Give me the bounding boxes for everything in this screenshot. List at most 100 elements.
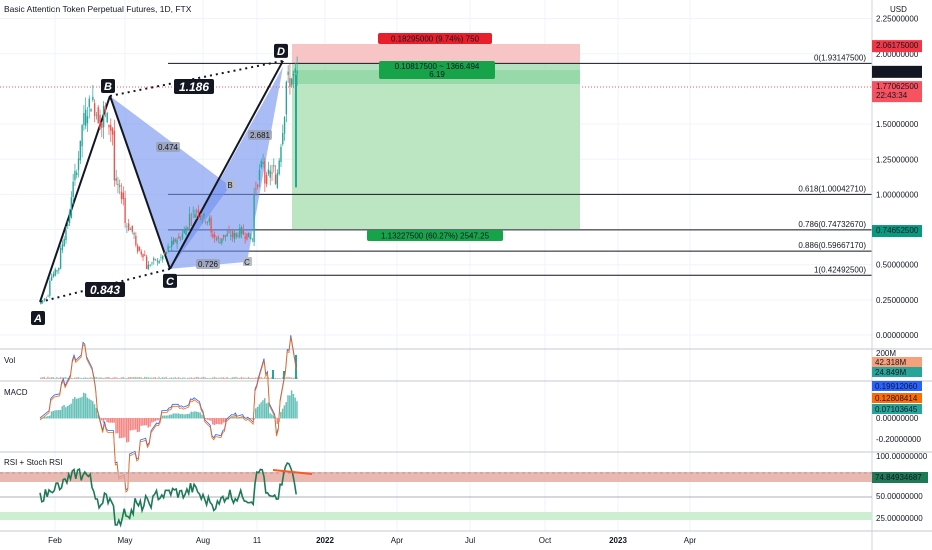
macd-hist-bar <box>136 418 139 433</box>
volume-bar <box>77 377 80 379</box>
volume-bar <box>210 377 212 379</box>
candle-body <box>160 257 162 259</box>
currency-label: USD <box>890 5 907 14</box>
candle-body <box>145 256 148 270</box>
candle-body <box>92 96 94 100</box>
candle-body <box>267 169 270 174</box>
vol-pane-label: Vol <box>4 356 15 365</box>
macd-hist-bar <box>126 418 128 443</box>
macd-hist-bar <box>256 406 259 419</box>
point-box-b <box>101 78 115 93</box>
volume-bar <box>220 377 223 379</box>
volume-bar <box>172 377 175 379</box>
volume-bar <box>281 377 284 379</box>
candle-body <box>104 106 107 113</box>
fib-label: 0.786(0.74732670) <box>798 220 866 229</box>
macd-hist-bar <box>192 411 194 419</box>
volume-bar <box>285 377 287 379</box>
candle-body <box>65 230 67 241</box>
macd-hist-bar <box>272 415 275 419</box>
candle-body <box>215 238 218 241</box>
volume-bar <box>63 377 65 379</box>
candle-body <box>292 74 295 76</box>
leg-cd[interactable] <box>169 60 284 270</box>
candle-body <box>49 280 51 296</box>
ratio-ab: 0.474 <box>158 143 179 152</box>
candle-body <box>294 68 297 73</box>
candle-body <box>230 235 232 237</box>
point-label-b: B <box>104 81 112 93</box>
candle-body <box>226 233 228 237</box>
harmonic-pattern[interactable]: A B C D 0.843 1.186 0.474 0.726 2.681 B C <box>31 43 288 325</box>
candle-body <box>93 103 96 116</box>
candle-body <box>52 273 55 277</box>
candle-body <box>83 112 85 125</box>
macd-hist-bar <box>167 415 169 419</box>
volume-bar <box>253 377 255 379</box>
volume-bar <box>206 378 209 379</box>
candle-body <box>90 109 92 112</box>
candle-body <box>249 237 252 239</box>
macd-hist-bar <box>212 418 214 425</box>
candle-body <box>108 124 110 128</box>
point-label-c: C <box>166 276 175 288</box>
candle-body <box>201 218 203 220</box>
macd-hist-bar <box>59 409 62 419</box>
macd-hist-bar <box>70 403 72 419</box>
macd-hist-bar <box>260 402 262 419</box>
macd-hist-bar <box>206 418 209 420</box>
rr-label: 6.19 <box>429 70 445 79</box>
volume-bar <box>156 378 158 379</box>
fib-label: 0(1.93147500) <box>814 53 866 62</box>
price-tag-text: 24.849M <box>875 368 906 377</box>
macd-hist-bar <box>72 398 74 419</box>
point-box-d <box>274 43 288 58</box>
volume-bar <box>113 377 115 379</box>
reward-label-box <box>367 230 503 241</box>
macd-hist-bar <box>163 415 166 419</box>
macd-hist-bar <box>267 402 270 419</box>
macd-hist-bar <box>81 397 83 419</box>
rsi-line: 74.84934687 <box>39 461 928 528</box>
candle-body <box>291 78 293 85</box>
fibonacci-levels[interactable]: 0(1.93147500) 0.618(1.00042710) 0.786(0.74… <box>168 53 872 276</box>
candle-body <box>256 184 259 187</box>
macd-hist-bar <box>219 418 221 425</box>
leg-ab[interactable] <box>39 95 111 303</box>
leg-bc[interactable] <box>109 95 171 270</box>
point-label-a: A <box>33 313 42 325</box>
reward-zone[interactable] <box>292 70 580 229</box>
volume-bar <box>52 377 55 379</box>
candle-body <box>221 238 223 243</box>
candle-body <box>40 302 42 305</box>
macd-hist-bar <box>48 415 51 419</box>
price-tag-box <box>872 367 922 377</box>
signal-line <box>39 337 297 493</box>
x-tick-label: Apr <box>391 536 404 545</box>
candle-body <box>197 209 200 214</box>
risk-zone[interactable] <box>292 44 580 64</box>
candle-body <box>251 238 254 240</box>
volume-bar <box>117 377 119 379</box>
volume-bar <box>204 377 207 379</box>
macd-hist-bar <box>57 410 60 419</box>
price-tag-text: 1.77062500 <box>876 82 919 91</box>
candle-body <box>45 297 47 299</box>
y-tick-label: 0.50000000 <box>876 261 919 270</box>
macd-hist-bar <box>138 418 141 432</box>
candle-body <box>127 223 130 231</box>
candle-body <box>119 185 121 187</box>
rsi-divergence-line[interactable] <box>272 469 313 475</box>
macd-pane-label: MACD <box>4 388 28 397</box>
macd-hist-bar <box>74 397 76 419</box>
macd-hist-bar <box>127 418 130 442</box>
volume-bar <box>265 377 268 379</box>
macd-hist-bar <box>113 418 115 423</box>
volume-bar <box>192 377 194 379</box>
volume-bar <box>143 376 146 379</box>
volume-bar <box>47 376 49 379</box>
macd-hist-bar <box>255 408 257 419</box>
chart-title: Basic Attention Token Perpetual Futures,… <box>4 4 192 14</box>
